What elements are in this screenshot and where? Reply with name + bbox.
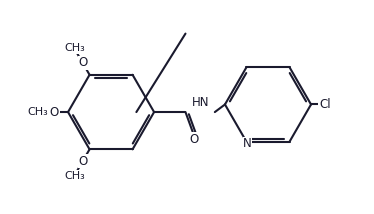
Text: O: O [190,133,199,146]
Text: O: O [50,106,59,119]
Text: O: O [78,155,88,168]
Text: CH₃: CH₃ [27,107,48,117]
Text: Cl: Cl [319,98,331,111]
Text: CH₃: CH₃ [64,43,85,54]
Text: HN: HN [191,97,209,109]
Text: O: O [78,56,88,70]
Text: N: N [243,137,252,150]
Text: CH₃: CH₃ [64,171,85,181]
